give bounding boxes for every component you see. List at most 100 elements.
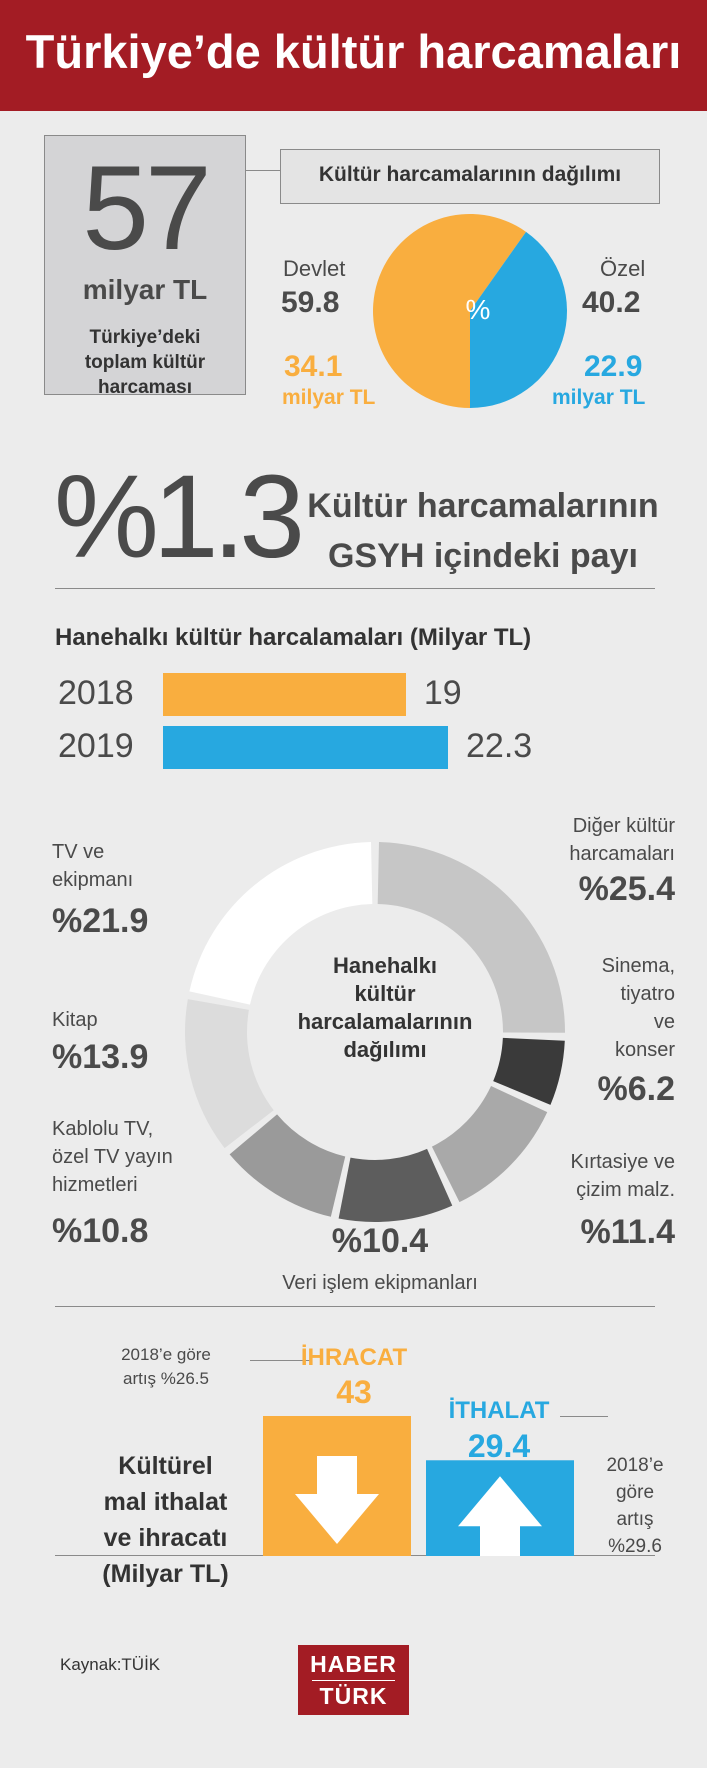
pct-kablolu: %10.8	[52, 1212, 149, 1250]
donut-segment-4	[229, 1114, 346, 1217]
trade-bar-chart	[263, 1416, 574, 1556]
pct-veri: %10.4	[331, 1222, 429, 1260]
export-note-line	[250, 1360, 312, 1361]
import-label: İTHALAT	[448, 1397, 550, 1424]
label-kablolu-line1: Kablolu TV,	[52, 1118, 154, 1140]
export-note-line1: 2018’e göre	[121, 1345, 211, 1364]
label-kirtasiye-line1: Kırtasiye ve	[570, 1151, 675, 1173]
import-note-line4: %29.6	[608, 1536, 662, 1557]
pct-kirtasiye: %11.4	[580, 1213, 675, 1251]
label-diger: Diğer kültür harcamaları	[430, 812, 675, 868]
donut-segment-2	[431, 1086, 548, 1203]
pct-kitap: %13.9	[52, 1038, 149, 1076]
label-tv-line1: TV ve	[52, 841, 105, 863]
import-note-line	[560, 1416, 608, 1417]
trade-title-line3: ve ihracatı	[103, 1524, 228, 1552]
total-caption: Türkiye’deki toplam kültür harcaması	[84, 327, 206, 398]
label-sinema: Sinema, tiyatro ve konser	[540, 952, 675, 1064]
ozel-amount: 22.9	[584, 350, 643, 383]
total-unit: milyar TL	[82, 274, 208, 305]
logo-line2: TÜRK	[319, 1683, 388, 1709]
label-sinema-line4: konser	[614, 1039, 675, 1061]
donut-segment-5	[185, 999, 274, 1149]
gdp-share-caption: Kültür harcamalarının GSYH içindeki payı	[303, 481, 663, 581]
donut-segment-6	[189, 842, 373, 1005]
gdp-caption-line1: Kültür harcamalarının	[307, 487, 659, 525]
household-chart-title: Hanehalkı kültür harcalamaları (Milyar T…	[55, 624, 532, 651]
export-value: 43	[336, 1374, 372, 1410]
export-note: 2018’e göre artış %26.5	[86, 1343, 246, 1391]
bar-2018	[163, 673, 406, 716]
page-title: Türkiye’de kültür harcamaları	[25, 25, 682, 78]
trade-title-line4: (Milyar TL)	[102, 1560, 229, 1588]
total-value: 57	[82, 141, 211, 275]
section-divider	[55, 588, 655, 589]
pie-slice-ozel	[470, 231, 567, 408]
label-kirtasiye-line2: çizim malz.	[576, 1179, 675, 1201]
header-banner	[0, 0, 707, 111]
logo-line1: HABER	[310, 1651, 397, 1677]
pct-sinema: %6.2	[597, 1070, 676, 1108]
bar-value-2019: 22.3	[466, 727, 533, 765]
label-tv: TV ve ekipmanı	[52, 838, 133, 894]
label-kablolu-line3: hizmetleri	[52, 1174, 138, 1196]
trade-title-line1: Kültürel	[118, 1452, 213, 1480]
export-note-line2: artış %26.5	[123, 1369, 209, 1388]
devlet-pct: 59.8	[281, 286, 340, 319]
import-note-line3: artış	[616, 1509, 654, 1530]
arrow-up-icon	[458, 1476, 542, 1556]
total-box	[44, 135, 246, 395]
import-note: 2018’e göre artış %29.6	[590, 1452, 680, 1560]
bar-value-2018: 19	[423, 674, 462, 712]
donut-segment-3	[338, 1148, 453, 1222]
pie-center-symbol: %	[466, 294, 491, 325]
label-sinema-line3: ve	[653, 1011, 675, 1033]
devlet-amount: 34.1	[284, 350, 343, 383]
haberturk-logo: HABER TÜRK	[298, 1645, 409, 1715]
gdp-share-text: %1.3	[54, 451, 305, 583]
bar-2019	[163, 726, 448, 769]
label-diger-line1: Diğer kültür	[572, 815, 675, 837]
ozel-pct: 40.2	[582, 286, 641, 319]
household-donut-chart	[185, 842, 565, 1222]
label-sinema-line2: tiyatro	[620, 983, 675, 1005]
import-note-line1: 2018’e	[606, 1455, 664, 1476]
label-kitap: Kitap	[52, 1009, 98, 1031]
trade-title: Kültürel mal ithalat ve ihracatı (Milyar…	[78, 1448, 253, 1592]
ozel-unit: milyar TL	[552, 386, 646, 409]
devlet-unit: milyar TL	[282, 386, 376, 409]
ozel-label: Özel	[600, 256, 646, 281]
donut-segment-0	[377, 842, 565, 1033]
trade-title-line2: mal ithalat	[103, 1488, 228, 1516]
devlet-label: Devlet	[283, 256, 346, 281]
source-text: Kaynak:TÜİK	[60, 1655, 161, 1674]
gdp-caption-line2: GSYH içindeki payı	[328, 537, 638, 575]
donut-center-title: Hanehalkı kültür harcalamalarının dağılı…	[285, 952, 485, 1064]
spending-pie-chart: %	[372, 213, 567, 408]
label-kablolu: Kablolu TV, özel TV yayın hizmetleri	[52, 1115, 173, 1199]
pie-slice-devlet	[372, 213, 527, 408]
label-diger-line2: harcamaları	[569, 843, 675, 865]
label-tv-line2: ekipmanı	[52, 869, 134, 891]
label-veri: Veri işlem ekipmanları	[282, 1272, 478, 1294]
donut-center-line1: Hanehalkı	[333, 953, 437, 978]
gdp-share-value: %1.3	[54, 458, 305, 576]
pct-tv: %21.9	[52, 902, 149, 940]
section-divider-2	[55, 1306, 655, 1307]
logo-rule	[312, 1680, 395, 1681]
bar-year-2018: 2018	[58, 674, 134, 712]
connector-line	[246, 170, 280, 171]
arrow-down-icon	[295, 1456, 379, 1544]
label-kirtasiye: Kırtasiye ve çizim malz.	[480, 1148, 675, 1204]
import-value: 29.4	[467, 1428, 531, 1464]
label-sinema-line1: Sinema,	[601, 955, 675, 977]
donut-segment-1	[493, 1037, 565, 1105]
bar-year-2019: 2019	[58, 727, 134, 765]
donut-center-line2: kültür	[354, 981, 416, 1006]
distribution-title: Kültür harcamalarının dağılımı	[318, 163, 622, 186]
donut-center-line4: dağılımı	[343, 1037, 427, 1062]
import-note-line2: göre	[615, 1482, 655, 1503]
distribution-title-box	[280, 149, 660, 204]
donut-center-line3: harcalamalarının	[297, 1009, 473, 1034]
export-label: İHRACAT	[300, 1344, 408, 1371]
